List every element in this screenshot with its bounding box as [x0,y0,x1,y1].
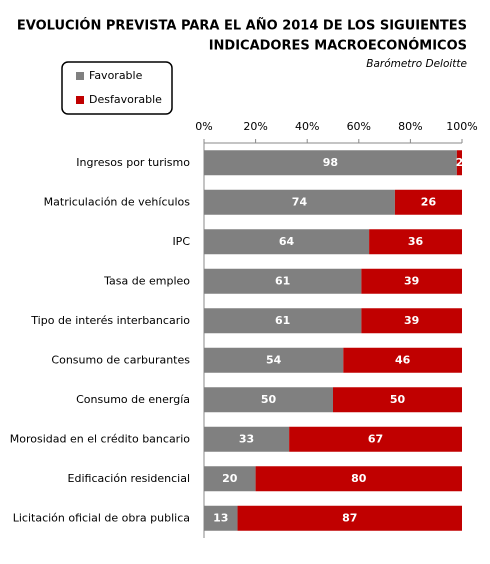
legend-label: Favorable [89,69,143,82]
data-label: 64 [279,235,295,248]
chart-subtitle: Barómetro Deloitte [366,58,467,70]
bar-segment [361,308,462,334]
bar-segment [204,189,395,215]
bar-segment [369,229,462,255]
data-label: 61 [275,314,290,327]
bar-segment [361,268,462,294]
data-label: 87 [342,511,357,524]
bar-segment [204,347,344,373]
bar-segment [204,387,333,413]
x-tick-label: 60% [347,120,371,133]
y-tick-label: Tipo de interés interbancario [30,314,190,327]
data-label: 46 [395,353,411,366]
data-label: 33 [239,432,254,445]
data-label: 67 [368,432,383,445]
data-label: 98 [323,156,338,169]
x-tick-label: 0% [195,120,212,133]
data-label: 74 [292,195,308,208]
x-tick-label: 20% [243,120,267,133]
bar-segment [237,505,462,531]
bar-segment [343,347,462,373]
y-tick-label: Consumo de carburantes [51,353,190,366]
data-label: 39 [404,274,419,287]
y-tick-label: Edificación residencial [68,472,190,485]
data-label: 36 [408,235,424,248]
bar-segment [204,466,256,492]
y-tick-label: Ingresos por turismo [76,156,190,169]
bar-segment [333,387,462,413]
bar-segment [204,308,362,334]
legend-label: Desfavorable [89,93,162,106]
bar-segment [456,150,462,176]
legend-swatch [76,96,84,104]
bar-segment [204,150,457,176]
y-tick-label: Tasa de empleo [103,274,190,287]
y-tick-label: Consumo de energía [76,393,190,406]
legend-box [61,61,173,115]
data-label: 39 [404,314,419,327]
chart-title: INDICADORES MACROECONÓMICOS [209,38,467,54]
data-label: 20 [222,472,238,485]
legend-swatch [76,72,84,80]
data-label: 2 [456,156,464,169]
y-tick-label: Licitación oficial de obra publica [13,511,190,524]
data-label: 50 [390,393,406,406]
bar-segment [289,426,462,452]
bar-segment [204,229,370,255]
y-tick-label: Morosidad en el crédito bancario [10,432,191,445]
y-tick-label: IPC [172,235,190,248]
x-tick-label: 40% [295,120,319,133]
x-tick-label: 100% [446,120,477,133]
bar-segment [394,189,462,215]
bar-segment [204,505,238,531]
chart-title: EVOLUCIÓN PREVISTA PARA EL AÑO 2014 DE L… [17,18,467,34]
data-label: 54 [266,353,282,366]
data-label: 13 [213,511,228,524]
data-label: 61 [275,274,290,287]
y-tick-label: Matriculación de vehículos [44,195,191,208]
data-label: 80 [351,472,367,485]
bar-segment [204,426,290,452]
bar-segment [204,268,362,294]
data-label: 26 [421,195,437,208]
bar-segment [255,466,462,492]
x-tick-label: 80% [398,120,422,133]
data-label: 50 [261,393,277,406]
